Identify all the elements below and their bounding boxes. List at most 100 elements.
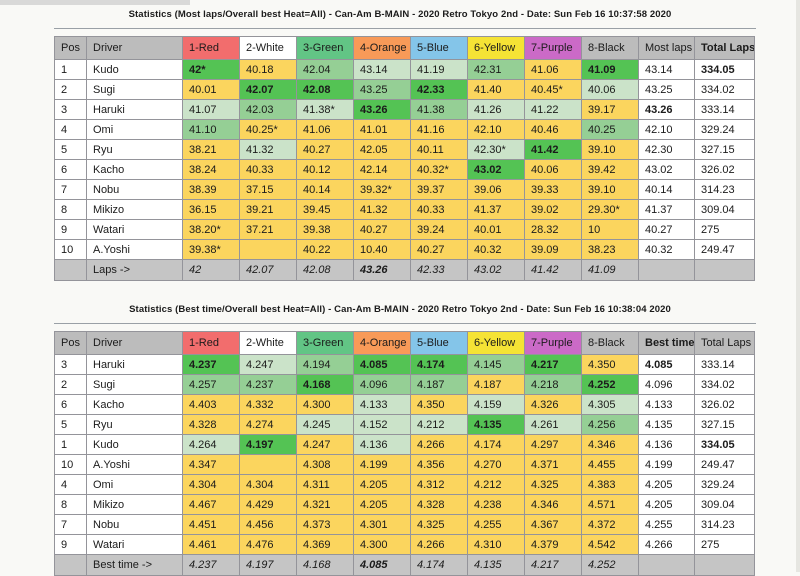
summary-cell: 41.37 xyxy=(638,199,695,220)
heat-time-cell: 40.27 xyxy=(296,139,354,160)
heat-time-cell: 38.23 xyxy=(581,239,639,260)
driver-row-haruki: 3 Haruki 4.237 4.247 4.194 4.085 4.174 4.145 4.2… xyxy=(54,354,755,375)
heat-time-cell: 40.14 xyxy=(296,179,354,200)
heat-time-cell: 4.159 xyxy=(467,394,525,415)
heat-time-cell: 42.03 xyxy=(239,99,297,120)
footer-value: 4.217 xyxy=(524,554,582,576)
footer-value: 4.237 xyxy=(182,554,240,576)
driver-row-ryu: 5 Ryu 38.21 41.32 40.27 42.05 40.11 42.30* 41.42… xyxy=(54,139,755,160)
heat-time-cell: 4.325 xyxy=(524,474,582,495)
heat-time-cell: 4.373 xyxy=(296,514,354,535)
footer-value: 4.135 xyxy=(467,554,525,576)
driver-row-watari: 9 Watari 4.461 4.476 4.369 4.300 4.266 4.310 4.3… xyxy=(54,534,755,555)
driver-cell: Watari xyxy=(86,219,183,240)
total-laps-cell: 333.14 xyxy=(694,354,755,375)
driver-row-omi: 4 Omi 4.304 4.304 4.311 4.205 4.312 4.212 4.325 4… xyxy=(54,474,755,495)
report-title-best-time: Statistics (Best time/Overall best Heat=… xyxy=(129,304,671,315)
total-laps-cell: 249.47 xyxy=(694,454,755,475)
footer-empty-summary xyxy=(638,554,695,576)
heat-time-cell: 4.367 xyxy=(524,514,582,535)
driver-row-kacho: 6 Kacho 38.24 40.33 40.12 42.14 40.32* 43.02 40.… xyxy=(54,159,755,180)
footer-row: Laps -> 42 42.07 42.08 43.26 42.33 43.02 41.42 4… xyxy=(54,259,755,281)
heat-time-cell: 41.22 xyxy=(524,99,582,120)
heat-time-cell: 4.300 xyxy=(353,534,411,555)
column-header-5-blue: 5-Blue xyxy=(410,331,468,355)
footer-empty-summary xyxy=(638,259,695,281)
pos-cell: 8 xyxy=(54,494,87,515)
heat-time-cell: 39.09 xyxy=(524,239,582,260)
heat-time-cell: 41.07 xyxy=(182,99,240,120)
driver-row-kudo: 1 Kudo 42* 40.18 42.04 43.14 41.19 42.31 41.06 41… xyxy=(54,59,755,80)
summary-cell: 43.25 xyxy=(638,79,695,100)
heat-time-cell: 4.326 xyxy=(524,394,582,415)
heat-time-cell: 4.197 xyxy=(239,434,297,455)
total-laps-cell: 314.23 xyxy=(694,179,755,200)
column-header-7-purple: 7-Purple xyxy=(524,36,582,60)
heat-time-cell: 4.261 xyxy=(524,414,582,435)
summary-cell: 4.205 xyxy=(638,474,695,495)
driver-cell: Ryu xyxy=(86,414,183,435)
heat-time-cell: 42* xyxy=(182,59,240,80)
driver-cell: Nobu xyxy=(86,514,183,535)
pos-cell: 2 xyxy=(54,374,87,395)
heat-time-cell: 40.06 xyxy=(581,79,639,100)
summary-cell: 43.14 xyxy=(638,59,695,80)
footer-label: Best time -> xyxy=(86,554,183,576)
heat-time-cell: 4.255 xyxy=(467,514,525,535)
heat-time-cell: 41.26 xyxy=(467,99,525,120)
heat-time-cell: 41.32 xyxy=(353,199,411,220)
heat-time-cell: 39.37 xyxy=(410,179,468,200)
driver-cell: Sugi xyxy=(86,79,183,100)
summary-cell: 4.266 xyxy=(638,534,695,555)
heat-time-cell: 4.174 xyxy=(410,354,468,375)
heat-time-cell: 40.12 xyxy=(296,159,354,180)
heat-time-cell: 4.274 xyxy=(239,414,297,435)
heat-time-cell: 38.20* xyxy=(182,219,240,240)
heat-time-cell: 39.42 xyxy=(581,159,639,180)
column-header-4-orange: 4-Orange xyxy=(353,331,411,355)
heat-time-cell: 41.19 xyxy=(410,59,468,80)
column-header-pos: Pos xyxy=(54,331,87,355)
driver-row-mikizo: 8 Mikizo 4.467 4.429 4.321 4.205 4.328 4.238 4.3… xyxy=(54,494,755,515)
heat-time-cell: 10.40 xyxy=(353,239,411,260)
heat-time-cell: 4.135 xyxy=(467,414,525,435)
total-laps-cell: 327.15 xyxy=(694,139,755,160)
column-header-3-green: 3-Green xyxy=(296,331,354,355)
heat-time-cell: 42.08 xyxy=(296,79,354,100)
column-header-driver: Driver xyxy=(86,331,183,355)
column-header-total-laps: Total Laps xyxy=(694,331,755,355)
heat-time-cell: 4.304 xyxy=(239,474,297,495)
column-header-8-black: 8-Black xyxy=(581,36,639,60)
scan-artifact-right xyxy=(796,0,800,572)
heat-time-cell: 29.30* xyxy=(581,199,639,220)
footer-value: 4.168 xyxy=(296,554,354,576)
heat-time-cell: 4.346 xyxy=(581,434,639,455)
pos-cell: 3 xyxy=(54,354,87,375)
heat-time-cell: 39.32* xyxy=(353,179,411,200)
column-header-6-yellow: 6-Yellow xyxy=(467,331,525,355)
footer-label: Laps -> xyxy=(86,259,183,281)
heat-time-cell: 4.212 xyxy=(410,414,468,435)
pos-cell: 7 xyxy=(54,179,87,200)
heat-time-cell: 41.09 xyxy=(581,59,639,80)
heat-time-cell: 39.33 xyxy=(524,179,582,200)
total-laps-cell: 329.24 xyxy=(694,474,755,495)
heat-time-cell: 38.24 xyxy=(182,159,240,180)
heat-time-cell: 40.45* xyxy=(524,79,582,100)
column-header-total-laps: Total Laps xyxy=(694,36,755,60)
column-header-1-red: 1-Red xyxy=(182,36,240,60)
driver-row-sugi: 2 Sugi 4.257 4.237 4.168 4.096 4.187 4.187 4.218… xyxy=(54,374,755,395)
heat-time-cell: 4.311 xyxy=(296,474,354,495)
driver-cell: Nobu xyxy=(86,179,183,200)
driver-cell: Mikizo xyxy=(86,199,183,220)
total-laps-cell: 327.15 xyxy=(694,414,755,435)
heat-time-cell: 42.10 xyxy=(467,119,525,140)
pos-cell: 2 xyxy=(54,79,87,100)
heat-time-cell: 4.205 xyxy=(353,474,411,495)
heat-time-cell: 4.347 xyxy=(182,454,240,475)
total-laps-cell: 326.02 xyxy=(694,394,755,415)
heat-time-cell: 4.252 xyxy=(581,374,639,395)
heat-time-cell: 39.24 xyxy=(410,219,468,240)
heat-time-cell: 38.39 xyxy=(182,179,240,200)
footer-row: Best time -> 4.237 4.197 4.168 4.085 4.174 4.1… xyxy=(54,554,755,576)
